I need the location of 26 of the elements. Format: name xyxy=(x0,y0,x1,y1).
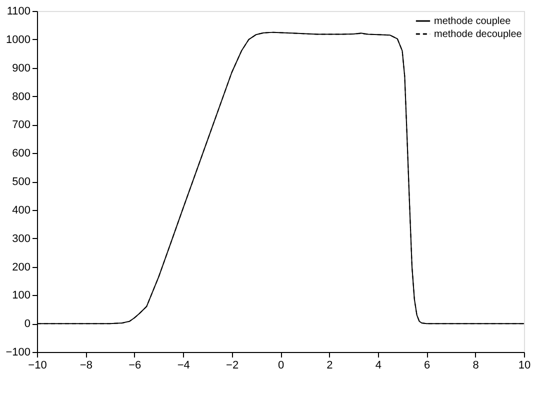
y-tick-label: 100 xyxy=(12,290,30,302)
y-tick-label: 0 xyxy=(24,318,30,330)
x-tick-label: 10 xyxy=(518,360,531,372)
x-tick-label: 6 xyxy=(424,360,430,372)
y-tick-label: 1100 xyxy=(6,6,30,18)
y-tick-label: 300 xyxy=(12,232,30,245)
y-tick-label: 900 xyxy=(12,62,30,74)
x-tick-label: −6 xyxy=(128,360,142,372)
x-tick-label: −2 xyxy=(226,360,239,372)
y-tick-label: 800 xyxy=(12,90,30,103)
x-tick-label: 0 xyxy=(278,360,284,372)
x-tick-label: −4 xyxy=(177,360,190,372)
x-tick-label: −10 xyxy=(28,360,47,372)
legend-label: methode decouplee xyxy=(434,29,522,40)
x-tick-label: 2 xyxy=(326,360,333,372)
y-tick-label: 200 xyxy=(12,261,30,274)
legend-label: methode couplee xyxy=(434,16,512,27)
y-tick-label: 600 xyxy=(12,148,30,160)
x-tick-label: −8 xyxy=(80,360,92,372)
y-tick-label: −100 xyxy=(6,346,30,358)
y-tick-label: 400 xyxy=(12,204,30,216)
y-tick-label: 1000 xyxy=(6,34,30,46)
x-tick-label: 8 xyxy=(472,360,479,372)
y-tick-label: 500 xyxy=(12,176,30,188)
x-tick-label: 4 xyxy=(375,360,382,372)
y-tick-label: 700 xyxy=(12,119,30,132)
